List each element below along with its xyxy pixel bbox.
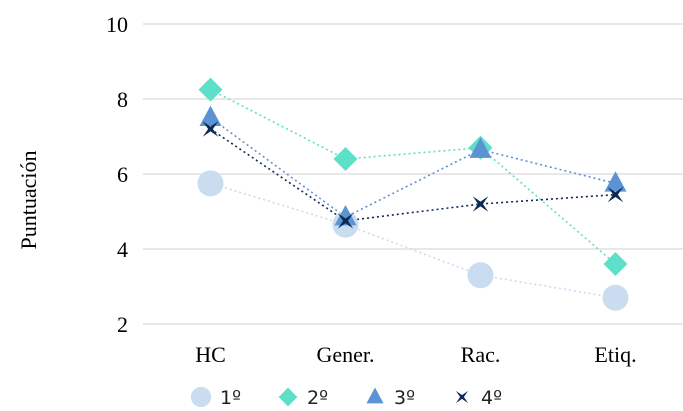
y-tick-label: 8: [117, 87, 128, 112]
legend-label: 1º: [220, 387, 241, 409]
legend-label: 4º: [481, 387, 502, 409]
gridlines: [143, 23, 683, 325]
x-tick-label: Rac.: [461, 342, 501, 367]
y-tick-label: 4: [117, 237, 128, 262]
series-line-4: [210, 128, 616, 222]
data-point-series-2: [603, 252, 628, 276]
y-tick-label: 6: [117, 162, 128, 187]
legend-marker-1: [190, 386, 212, 408]
series-line-2: [210, 88, 617, 265]
data-point-series-2: [198, 77, 223, 102]
data-point-series-1: [467, 262, 494, 289]
x-tick-label: Etiq.: [594, 342, 636, 367]
legend-label: 3º: [394, 387, 415, 409]
series-line-3: [210, 117, 616, 219]
x-tick-label: HC: [195, 342, 226, 367]
data-point-series-4: [337, 213, 354, 229]
legend-marker-3: [366, 387, 384, 404]
legend-label: 2º: [307, 387, 328, 409]
y-tick-label: 10: [106, 12, 128, 37]
y-axis-label: Puntuación: [16, 151, 41, 250]
legend: 1º 2º 3º 4º: [190, 386, 502, 409]
data-point-series-3: [199, 105, 222, 126]
data-point-series-3: [334, 205, 357, 226]
series-markers: [197, 77, 629, 311]
legend-marker-4: [455, 390, 469, 404]
data-point-series-4: [202, 121, 219, 137]
data-point-series-1: [602, 284, 629, 311]
data-point-series-1: [197, 170, 224, 197]
x-tick-label: Gener.: [316, 342, 374, 367]
data-point-series-4: [472, 196, 489, 212]
data-point-series-3: [469, 137, 492, 158]
x-tick-labels: HC Gener. Rac. Etiq.: [195, 342, 636, 367]
y-tick-labels: 2 4 6 8 10: [106, 12, 128, 337]
series-lines: [210, 88, 617, 299]
y-tick-label: 2: [117, 312, 128, 337]
data-point-series-2: [333, 147, 358, 171]
series-line-1: [210, 182, 616, 299]
data-point-series-4: [607, 186, 624, 203]
data-point-series-3: [604, 171, 627, 192]
legend-marker-2: [278, 387, 298, 407]
